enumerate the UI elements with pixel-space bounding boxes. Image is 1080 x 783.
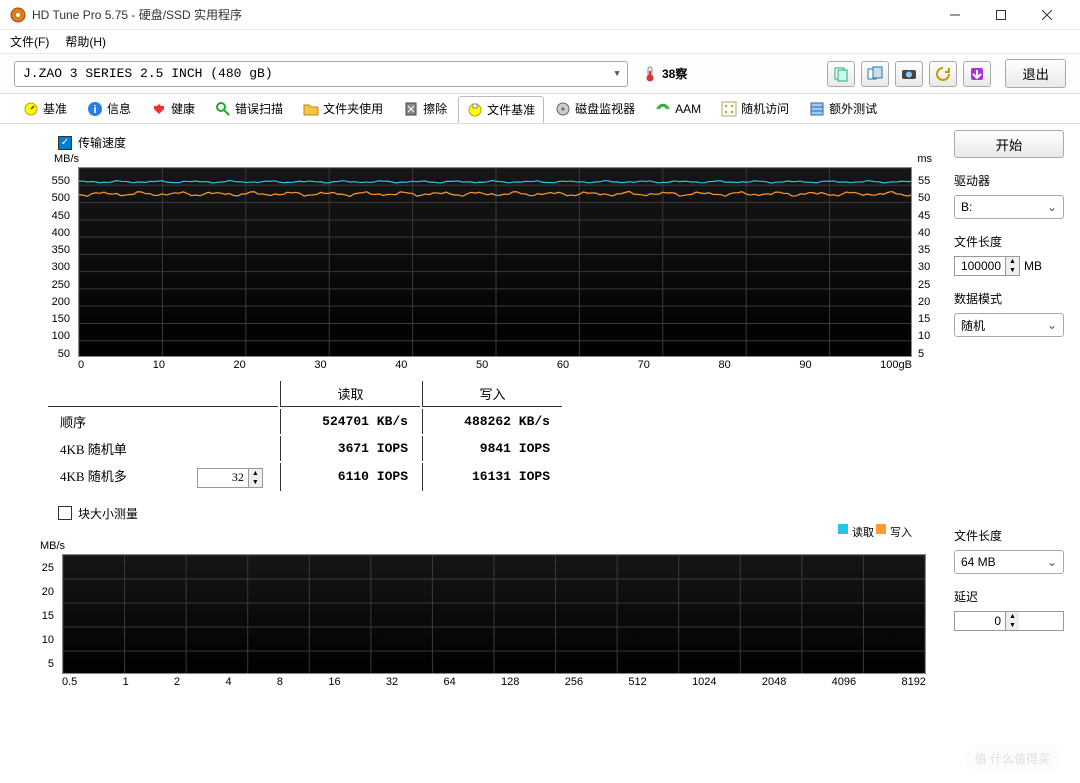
chart1-yticks-left: 55050045040035030025020015010050 bbox=[34, 167, 74, 371]
tab-错误扫描[interactable]: 错误扫描 bbox=[206, 95, 292, 122]
block-checkbox-row: 块大小测量 bbox=[34, 501, 944, 524]
content: ✓ 传输速度 MB/s ms 5505004504003503002502001… bbox=[0, 124, 1080, 749]
watermark: 值 什么值得买 bbox=[965, 744, 1060, 773]
block-label: 块大小测量 bbox=[78, 505, 138, 522]
filelen2-select[interactable]: 64 MB bbox=[954, 550, 1064, 574]
legend-read-swatch bbox=[838, 524, 848, 534]
folder-icon bbox=[303, 101, 319, 117]
chart2 bbox=[62, 554, 926, 674]
menu-help[interactable]: 帮助(H) bbox=[65, 33, 106, 50]
exit-button[interactable]: 退出 bbox=[1005, 59, 1066, 88]
aam-icon bbox=[655, 101, 671, 117]
erase-icon bbox=[403, 101, 419, 117]
temperature-value: 38察 bbox=[662, 65, 687, 82]
write-header: 写入 bbox=[422, 381, 562, 407]
maximize-button[interactable] bbox=[978, 0, 1024, 30]
tab-随机访问[interactable]: 随机访问 bbox=[712, 95, 798, 122]
tab-文件基准[interactable]: 文件基准 bbox=[458, 96, 544, 123]
drive-label: 驱动器 bbox=[954, 172, 1064, 189]
tab-健康[interactable]: 健康 bbox=[142, 95, 204, 122]
latency-input[interactable]: ▲▼ bbox=[954, 611, 1064, 631]
monitor-icon bbox=[555, 101, 571, 117]
transfer-checkbox-row: ✓ 传输速度 bbox=[34, 130, 944, 153]
chart1-y-unit-right: ms bbox=[917, 153, 932, 165]
block-checkbox[interactable] bbox=[58, 506, 72, 520]
chart2-legend: 读取 写入 bbox=[34, 524, 912, 540]
bench-icon bbox=[23, 101, 39, 117]
thermometer-icon bbox=[642, 66, 658, 82]
results-row: 4KB 随机多▲▼6110 IOPS16131 IOPS bbox=[48, 463, 562, 491]
chart2-xticks: 0.512481632641282565121024204840968192 bbox=[62, 676, 926, 688]
pattern-label: 数据模式 bbox=[954, 290, 1064, 307]
close-button[interactable] bbox=[1024, 0, 1070, 30]
queue-depth-input[interactable]: ▲▼ bbox=[197, 468, 263, 488]
temperature: 38察 bbox=[642, 65, 687, 82]
minimize-button[interactable] bbox=[932, 0, 978, 30]
sidebar: 开始 驱动器 B: 文件长度 ▲▼ MB 数据模式 随机 文件长度 64 MB … bbox=[954, 130, 1064, 729]
camera-icon[interactable] bbox=[895, 61, 923, 87]
filelen-label: 文件长度 bbox=[954, 233, 1064, 250]
svg-text:i: i bbox=[93, 104, 96, 116]
results-row: 顺序524701 KB/s488262 KB/s bbox=[48, 409, 562, 434]
tab-擦除[interactable]: 擦除 bbox=[394, 95, 456, 122]
errorscan-icon bbox=[215, 101, 231, 117]
down-icon[interactable]: ▼ bbox=[1006, 621, 1019, 630]
latency-label: 延迟 bbox=[954, 588, 1064, 605]
read-header: 读取 bbox=[280, 381, 420, 407]
chart1-yticks-right: 555045403530252015105 bbox=[914, 167, 944, 371]
tabs: 基准i信息健康错误扫描文件夹使用擦除文件基准磁盘监视器AAM随机访问额外测试 bbox=[0, 94, 1080, 124]
chart1-y-unit-left: MB/s bbox=[54, 153, 79, 165]
tab-AAM[interactable]: AAM bbox=[646, 96, 710, 122]
health-icon bbox=[151, 101, 167, 117]
transfer-label: 传输速度 bbox=[78, 134, 126, 151]
titlebar: HD Tune Pro 5.75 - 硬盘/SSD 实用程序 bbox=[0, 0, 1080, 30]
up-icon[interactable]: ▲ bbox=[1006, 257, 1019, 266]
chart2-y-unit-left: MB/s bbox=[40, 540, 65, 552]
drive-select[interactable]: J.ZAO 3 SERIES 2.5 INCH (480 gB) bbox=[14, 61, 628, 87]
filelen-unit: MB bbox=[1024, 259, 1042, 273]
tab-额外测试[interactable]: 额外测试 bbox=[800, 95, 886, 122]
results-row: 4KB 随机单3671 IOPS9841 IOPS bbox=[48, 436, 562, 461]
menu-file[interactable]: 文件(F) bbox=[10, 33, 49, 50]
tab-磁盘监视器[interactable]: 磁盘监视器 bbox=[546, 95, 644, 122]
legend-write: 写入 bbox=[890, 524, 912, 540]
window-title: HD Tune Pro 5.75 - 硬盘/SSD 实用程序 bbox=[32, 6, 932, 23]
results-table: 读取 写入 顺序524701 KB/s488262 KB/s4KB 随机单367… bbox=[46, 379, 564, 493]
transfer-checkbox[interactable]: ✓ bbox=[58, 136, 72, 150]
menubar: 文件(F) 帮助(H) bbox=[0, 30, 1080, 54]
filelen2-label: 文件长度 bbox=[954, 527, 1064, 544]
start-button[interactable]: 开始 bbox=[954, 130, 1064, 158]
chart1-xticks: 0102030405060708090100gB bbox=[78, 359, 912, 371]
pattern-select[interactable]: 随机 bbox=[954, 313, 1064, 337]
app-icon bbox=[10, 7, 26, 23]
down-icon[interactable]: ▼ bbox=[1006, 266, 1019, 275]
options-icon[interactable] bbox=[963, 61, 991, 87]
filelen-input[interactable]: ▲▼ bbox=[954, 256, 1020, 276]
screenshot-icon[interactable] bbox=[861, 61, 889, 87]
legend-write-swatch bbox=[876, 524, 886, 534]
tab-基准[interactable]: 基准 bbox=[14, 95, 76, 122]
extra-icon bbox=[809, 101, 825, 117]
legend-read: 读取 bbox=[852, 524, 874, 540]
tab-文件夹使用[interactable]: 文件夹使用 bbox=[294, 95, 392, 122]
random-icon bbox=[721, 101, 737, 117]
drive-letter-select[interactable]: B: bbox=[954, 195, 1064, 219]
toolbar: J.ZAO 3 SERIES 2.5 INCH (480 gB) 38察 退出 bbox=[0, 54, 1080, 94]
drive-value: J.ZAO 3 SERIES 2.5 INCH (480 gB) bbox=[23, 66, 273, 81]
filebench-icon bbox=[467, 102, 483, 118]
up-icon[interactable]: ▲ bbox=[1006, 612, 1019, 621]
chart1-wrap: MB/s ms 55050045040035030025020015010050… bbox=[34, 167, 944, 371]
info-icon: i bbox=[87, 101, 103, 117]
chart2-wrap: MB/s 252015105 0.51248163264128256512102… bbox=[34, 554, 944, 688]
chart1 bbox=[78, 167, 912, 357]
copy-icon[interactable] bbox=[827, 61, 855, 87]
tab-信息[interactable]: i信息 bbox=[78, 95, 140, 122]
refresh-icon[interactable] bbox=[929, 61, 957, 87]
chart2-yticks-left: 252015105 bbox=[34, 554, 58, 688]
